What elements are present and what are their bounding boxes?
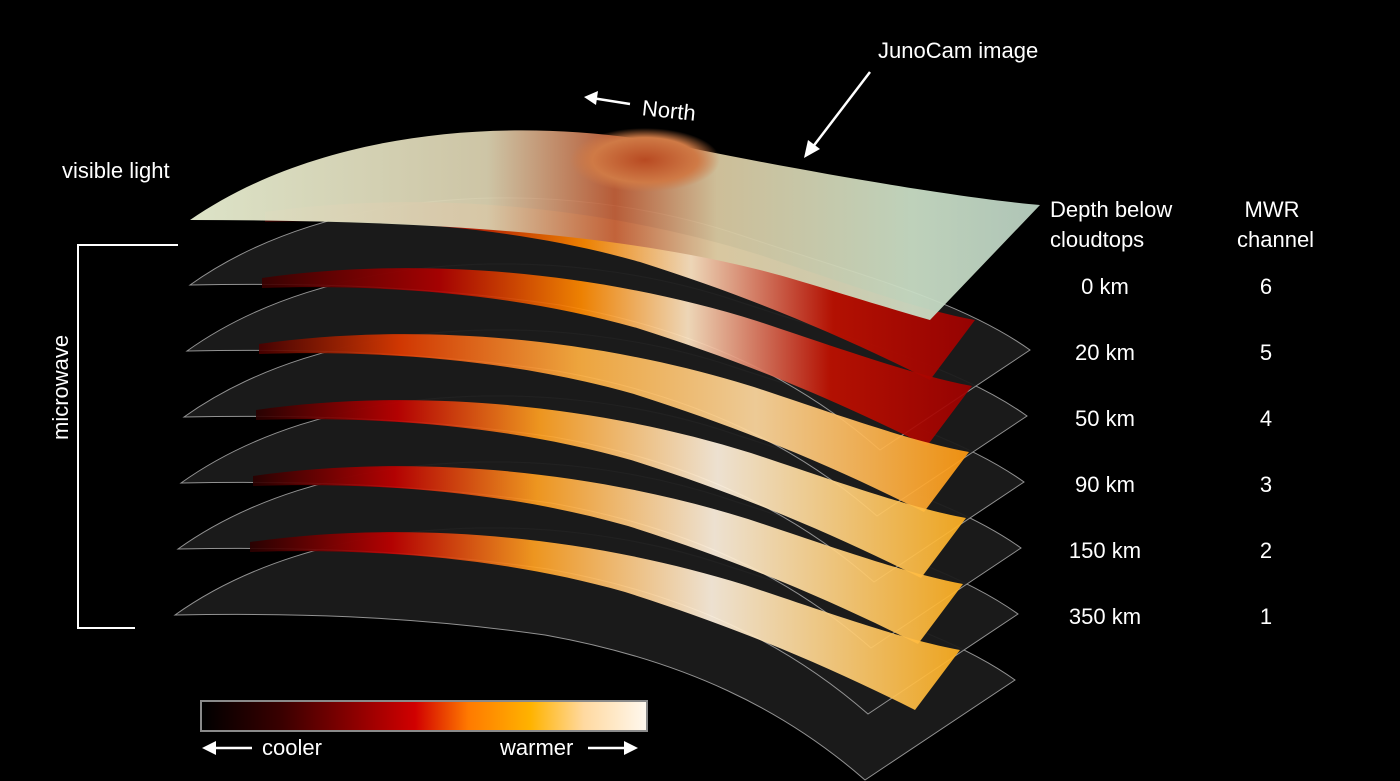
- mwr-channel-value: 4: [1259, 406, 1273, 431]
- depth-value: 0 km: [1081, 274, 1129, 299]
- visible-light-label: visible light: [62, 158, 170, 183]
- cooler-label: cooler: [262, 735, 322, 760]
- junocam-pointer-arrow-icon: [804, 71, 871, 158]
- depth-header: Depth below cloudtops: [1050, 195, 1172, 255]
- microwave-heat-band: [262, 268, 972, 446]
- warmer-arrow-icon: [588, 741, 638, 755]
- microwave-heat-band: [253, 466, 963, 644]
- mwr-channel-value: 3: [1259, 472, 1273, 497]
- temperature-colorbar: [200, 700, 648, 732]
- depth-value: 20 km: [1075, 340, 1135, 365]
- junocam-label: JunoCam image: [878, 38, 1039, 63]
- depth-value: 50 km: [1075, 406, 1135, 431]
- warmer-label: warmer: [500, 735, 574, 760]
- mwr-channel-value: 2: [1259, 538, 1273, 563]
- mwr-channel-value: 6: [1259, 274, 1273, 299]
- depth-value: 150 km: [1068, 538, 1142, 563]
- depth-header-line2: cloudtops: [1050, 227, 1145, 252]
- microwave-heat-band: [256, 400, 966, 578]
- microwave-label: microwave: [48, 334, 73, 440]
- great-red-spot: [570, 128, 720, 192]
- depth-value: 90 km: [1075, 472, 1135, 497]
- mwr-channel-value: 1: [1259, 604, 1273, 629]
- microwave-bracket: [77, 244, 178, 629]
- depth-value: 350 km: [1068, 604, 1142, 629]
- north-arrow-icon: [584, 91, 631, 106]
- depth-header-line1: Depth below: [1050, 197, 1173, 222]
- mwr-header-line2: channel: [1237, 227, 1315, 252]
- microwave-heat-band: [250, 532, 960, 710]
- mwr-header-line1: MWR: [1244, 197, 1300, 222]
- junocam-visible-sheet: [190, 130, 1040, 320]
- mwr-channel-value: 5: [1259, 340, 1273, 365]
- mwr-header: MWR channel: [1237, 195, 1315, 255]
- cooler-arrow-icon: [202, 741, 252, 755]
- north-label: North: [640, 95, 698, 126]
- microwave-heat-band: [259, 334, 969, 512]
